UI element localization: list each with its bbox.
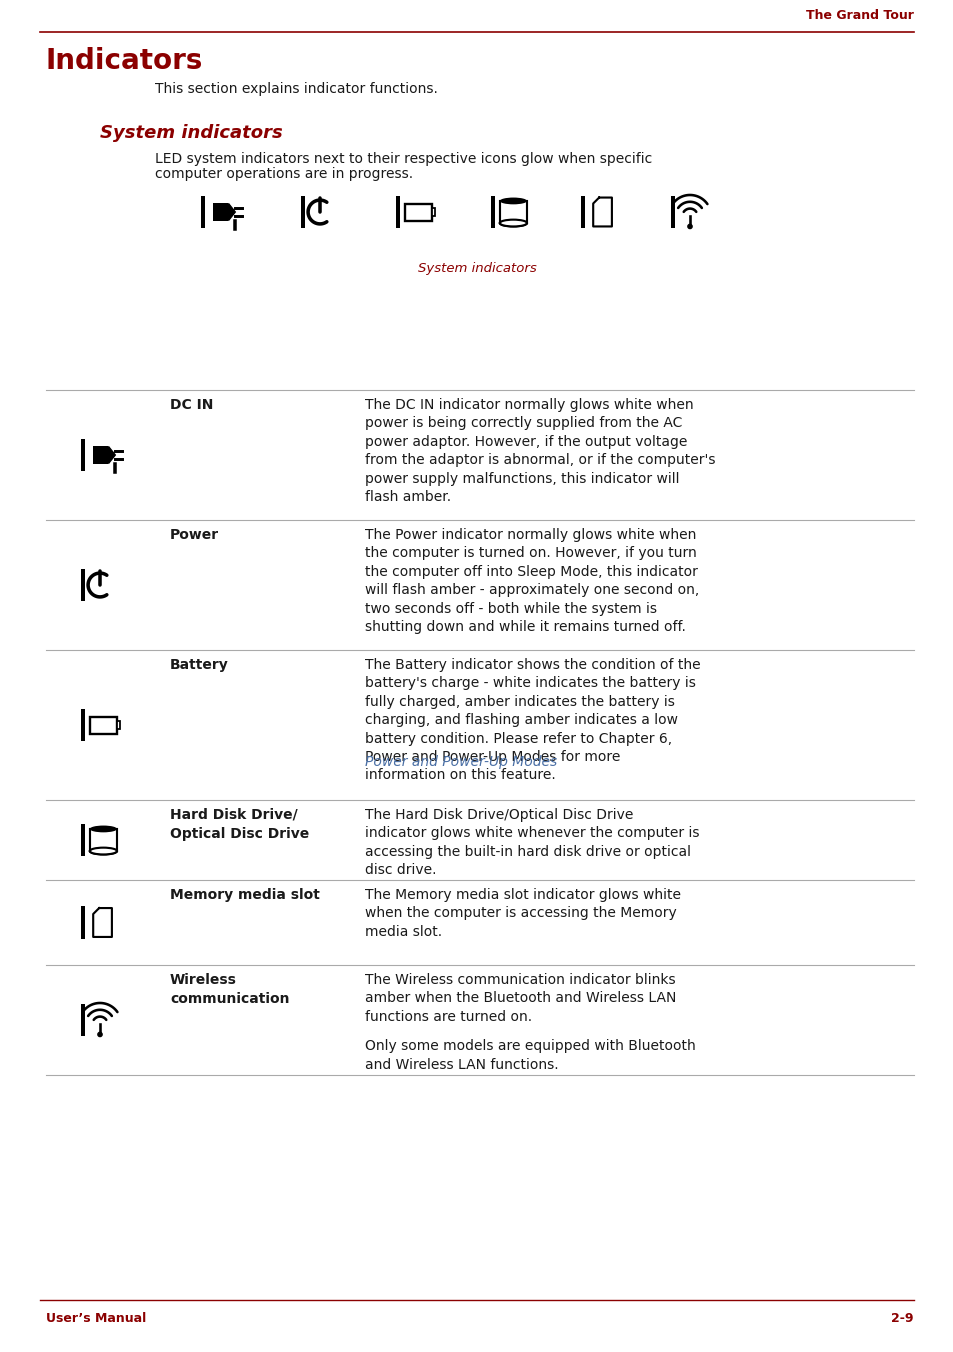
Text: computer operations are in progress.: computer operations are in progress. — [154, 168, 413, 181]
Bar — [81, 439, 85, 470]
Bar — [395, 196, 399, 228]
Bar — [81, 1003, 85, 1036]
Bar — [404, 204, 432, 220]
Bar — [81, 823, 85, 856]
Bar — [90, 829, 117, 850]
Bar — [432, 208, 435, 216]
Text: This section explains indicator functions.: This section explains indicator function… — [154, 82, 437, 96]
Ellipse shape — [499, 197, 526, 204]
Ellipse shape — [499, 219, 526, 226]
Text: DC IN: DC IN — [170, 397, 213, 412]
Text: Power: Power — [170, 529, 219, 542]
Text: The Battery indicator shows the condition of the
battery's charge - white indica: The Battery indicator shows the conditio… — [365, 658, 700, 783]
Bar — [213, 203, 229, 222]
Text: Memory media slot: Memory media slot — [170, 888, 319, 902]
Text: System indicators: System indicators — [100, 124, 282, 142]
Circle shape — [98, 1033, 102, 1037]
Ellipse shape — [90, 848, 117, 854]
Circle shape — [687, 224, 691, 228]
Text: The Wireless communication indicator blinks
amber when the Bluetooth and Wireles: The Wireless communication indicator bli… — [365, 973, 676, 1023]
Ellipse shape — [499, 219, 526, 226]
Bar — [670, 196, 675, 228]
Ellipse shape — [90, 848, 117, 854]
Text: Power and Power-Up Modes: Power and Power-Up Modes — [365, 756, 557, 769]
Text: The Memory media slot indicator glows white
when the computer is accessing the M: The Memory media slot indicator glows wh… — [365, 888, 680, 938]
Polygon shape — [109, 446, 115, 464]
Bar — [491, 196, 495, 228]
Ellipse shape — [90, 826, 117, 833]
Bar — [81, 906, 85, 938]
Bar — [93, 446, 109, 464]
Text: The DC IN indicator normally glows white when
power is being correctly supplied : The DC IN indicator normally glows white… — [365, 397, 715, 504]
Text: System indicators: System indicators — [417, 262, 536, 274]
Bar — [499, 201, 526, 223]
Text: The Hard Disk Drive/Optical Disc Drive
indicator glows white whenever the comput: The Hard Disk Drive/Optical Disc Drive i… — [365, 808, 699, 877]
Text: The Grand Tour: The Grand Tour — [805, 9, 913, 22]
Bar — [300, 196, 305, 228]
Text: The Power indicator normally glows white when
the computer is turned on. However: The Power indicator normally glows white… — [365, 529, 699, 634]
Bar — [201, 196, 205, 228]
Text: Indicators: Indicators — [46, 47, 203, 74]
Bar — [117, 721, 120, 729]
Text: 2-9: 2-9 — [890, 1311, 913, 1325]
Bar — [90, 717, 117, 734]
Polygon shape — [229, 204, 235, 220]
Bar — [81, 569, 85, 602]
Text: Wireless
communication: Wireless communication — [170, 973, 289, 1006]
Text: Battery: Battery — [170, 658, 229, 672]
Bar — [81, 708, 85, 741]
Text: Hard Disk Drive/
Optical Disc Drive: Hard Disk Drive/ Optical Disc Drive — [170, 808, 309, 841]
Text: Only some models are equipped with Bluetooth
and Wireless LAN functions.: Only some models are equipped with Bluet… — [365, 1040, 695, 1072]
Text: LED system indicators next to their respective icons glow when specific: LED system indicators next to their resp… — [154, 151, 652, 166]
Bar — [580, 196, 584, 228]
Text: User’s Manual: User’s Manual — [46, 1311, 146, 1325]
